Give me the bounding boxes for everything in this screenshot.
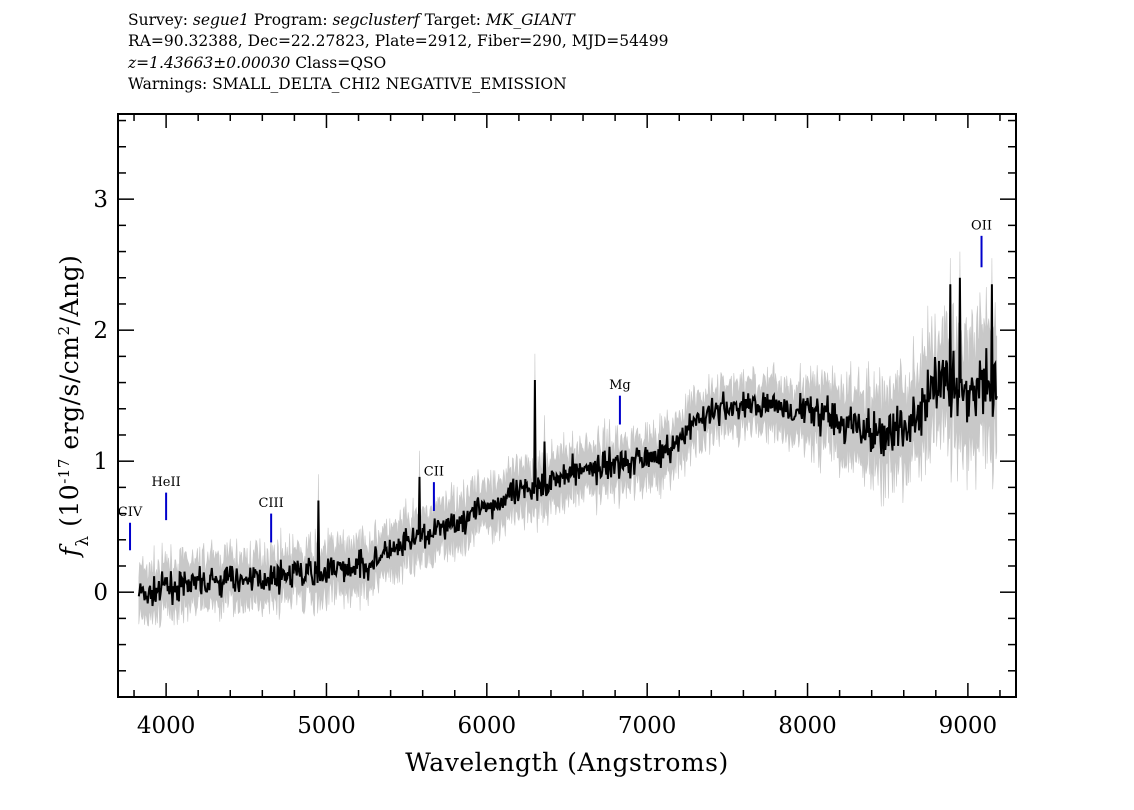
y-tick-label: 2 xyxy=(93,318,108,344)
target-label: Target: xyxy=(424,11,481,29)
program-value: segclusterf xyxy=(332,11,420,29)
class-value: Class=QSO xyxy=(295,53,387,72)
y-tick-label: 3 xyxy=(93,187,108,213)
error-band-layer xyxy=(138,251,998,628)
x-axis-title: Wavelength (Angstroms) xyxy=(405,748,728,777)
target-value: MK_GIANT xyxy=(485,11,575,29)
header-line-warnings: Warnings: SMALL_DELTA_CHI2 NEGATIVE_EMIS… xyxy=(128,74,567,93)
plot-frame xyxy=(117,113,1017,698)
axes-layer: 4000 5000 6000 7000 8000 9000 0 1 2 3 xyxy=(93,113,1017,739)
header-line-coordinates: RA=90.32388, Dec=22.27823, Plate=2912, F… xyxy=(128,32,669,51)
y-tick-label: 1 xyxy=(93,449,108,475)
flux-layer xyxy=(137,277,998,607)
y-axis-title: fλ (10-17 erg/s/cm2/Ang) xyxy=(55,255,93,559)
x-tick-label: 7000 xyxy=(618,713,677,739)
emission-line-label: HeII xyxy=(151,475,180,490)
emission-line-label: CIV xyxy=(118,505,143,520)
x-tick-label: 9000 xyxy=(939,713,998,739)
header-line-redshift: z=1.43663±0.00030 Class=QSO xyxy=(128,53,1028,74)
x-tick-label: 8000 xyxy=(778,713,837,739)
y-tick-label: 0 xyxy=(93,580,108,606)
survey-label: Survey: xyxy=(128,11,188,29)
program-label: Program: xyxy=(253,11,328,29)
redshift-value: z=1.43663±0.00030 xyxy=(128,53,291,72)
emission-line-label: Mg xyxy=(609,378,631,393)
survey-value: segue1 xyxy=(192,11,249,29)
emission-line-label: OII xyxy=(971,218,992,233)
spectrum-header: Survey: segue1 Program: segclusterf Targ… xyxy=(128,10,1028,95)
emission-line-label: CIII xyxy=(258,496,283,511)
flux-series xyxy=(137,277,998,607)
emission-line-layer: CIV HeII CIII CII Mg OII xyxy=(118,218,992,551)
emission-line-label: CII xyxy=(424,465,444,480)
error-band xyxy=(138,251,998,628)
x-tick-label: 4000 xyxy=(137,713,196,739)
x-tick-label: 5000 xyxy=(297,713,356,739)
header-line-survey: Survey: segue1 Program: segclusterf Targ… xyxy=(128,10,1028,31)
x-tick-label: 6000 xyxy=(458,713,517,739)
